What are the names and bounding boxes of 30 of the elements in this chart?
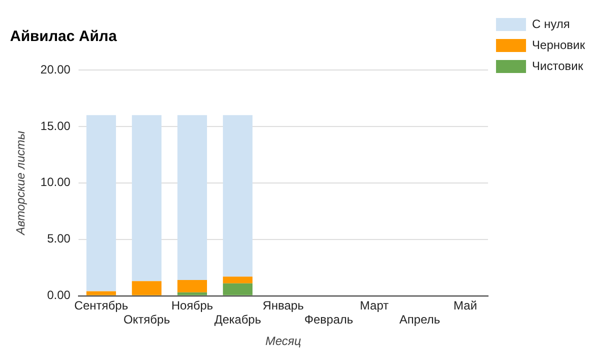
x-tick-label: Март	[360, 298, 390, 312]
bar	[222, 283, 253, 296]
chart-title: Айвилас Айла	[10, 28, 118, 46]
x-tick-label: Январь	[262, 298, 304, 312]
y-tick-label: 0.00	[47, 288, 71, 302]
bar	[177, 115, 207, 280]
bar	[222, 276, 253, 284]
x-tick-label: Сентябрь	[74, 298, 128, 312]
y-tick-label: 5.00	[47, 232, 71, 246]
bar	[86, 291, 116, 296]
y-tick-label: 15.00	[40, 118, 71, 133]
bar	[132, 281, 162, 296]
x-tick-label: Февраль	[304, 312, 354, 327]
y-axis-title: Авторские листы	[14, 130, 28, 236]
bar	[132, 115, 162, 282]
x-axis-title: Месяц	[265, 334, 302, 348]
x-tick-label: Апрель	[399, 312, 440, 327]
bar	[86, 115, 116, 292]
y-tick-label: 20.00	[40, 62, 71, 76]
legend-label: С нуля	[532, 16, 570, 31]
x-tick-label: Октябрь	[123, 312, 170, 327]
legend-label: Чистовик	[532, 58, 584, 73]
bar	[222, 115, 253, 277]
x-tick-label: Ноябрь	[171, 298, 214, 312]
bar	[177, 280, 207, 292]
x-tick-label: Декабрь	[214, 312, 262, 327]
x-tick-label: Май	[454, 298, 478, 312]
bar	[177, 292, 207, 296]
legend-label: Черновик	[532, 38, 586, 52]
y-tick-label: 10.00	[40, 175, 71, 190]
